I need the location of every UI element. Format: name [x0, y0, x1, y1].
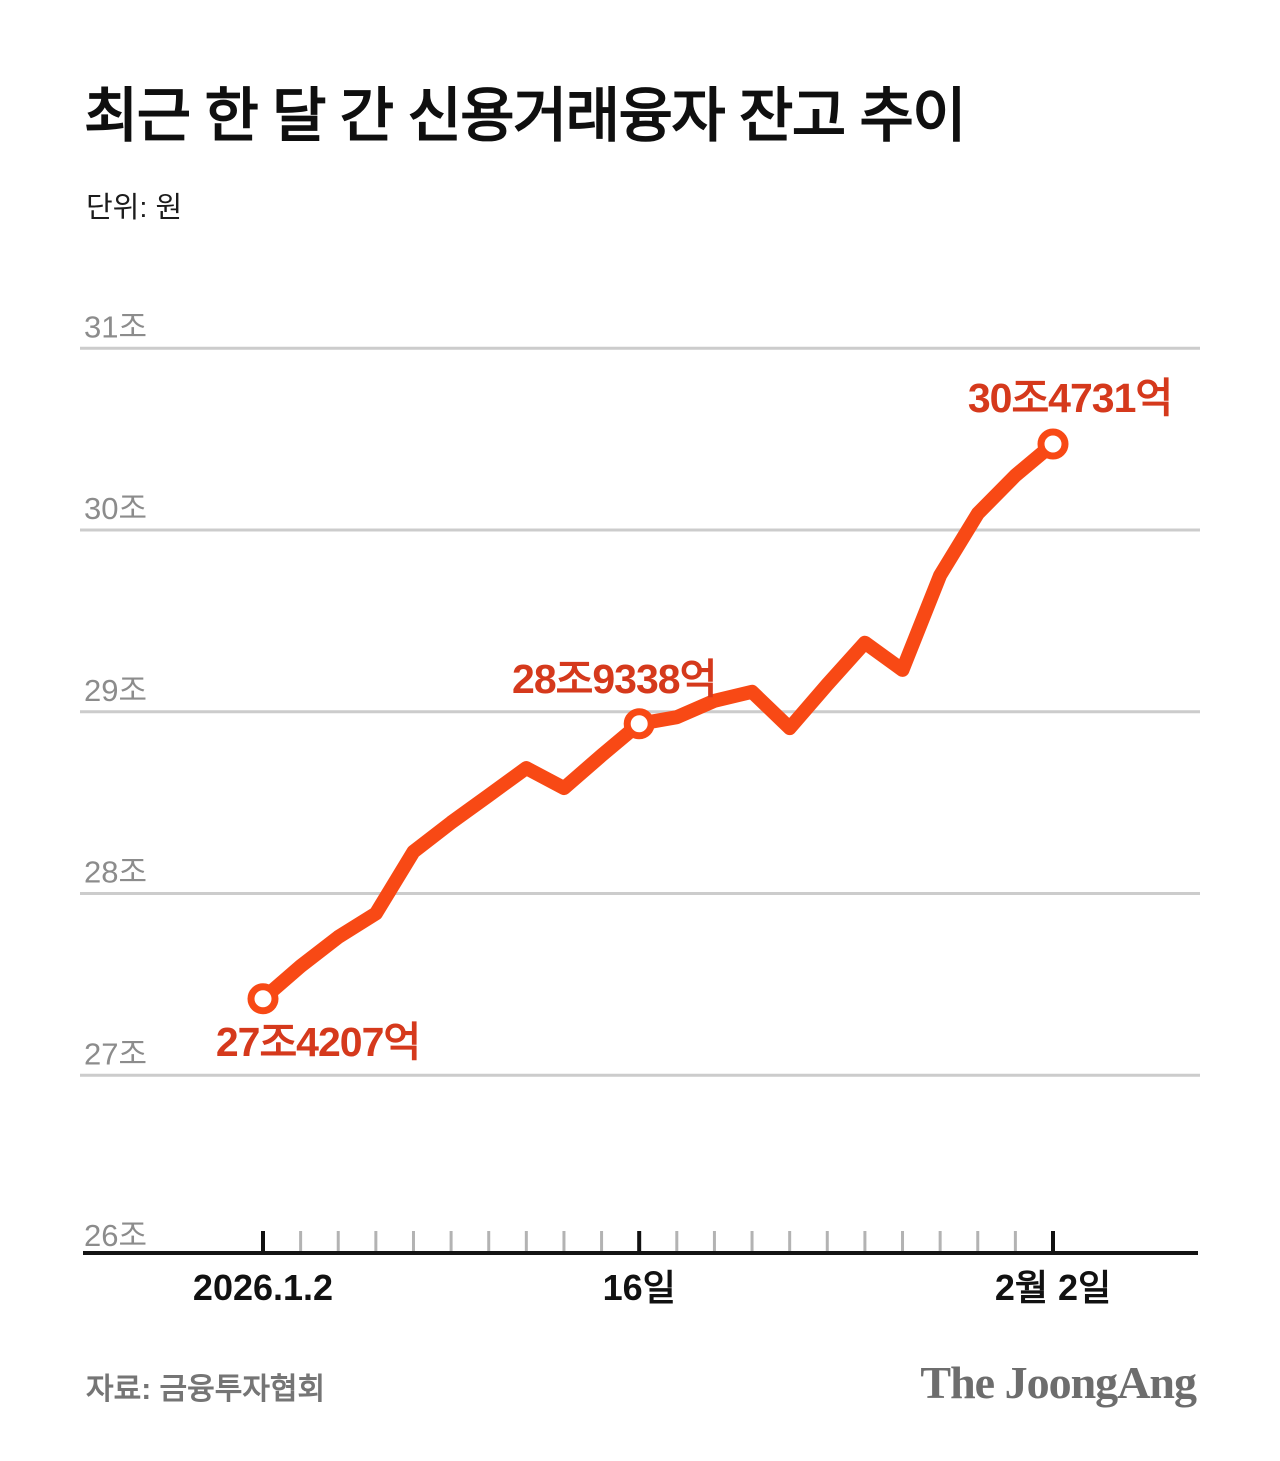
y-tick-label: 28조	[84, 855, 147, 890]
trend-line	[258, 438, 1058, 1005]
data-point-marker	[247, 983, 279, 1015]
data-point-label: 30조4731억	[968, 375, 1172, 421]
x-tick-label: 2월 2일	[995, 1267, 1111, 1308]
x-tick-label: 16일	[603, 1267, 676, 1308]
y-tick-label: 30조	[84, 491, 147, 526]
data-point-marker	[1037, 428, 1069, 460]
brand-logo: The JoongAng	[920, 1357, 1197, 1408]
unit-label: 단위: 원	[86, 192, 183, 224]
y-tick-label: 27조	[84, 1036, 147, 1071]
data-point-marker	[623, 708, 655, 740]
chart-title: 최근 한 달 간 신용거래융자 잔고 추이	[84, 83, 967, 149]
data-point-label: 27조4207억	[216, 1019, 420, 1065]
source-label: 자료: 금융투자협회	[86, 1373, 326, 1406]
data-point-label: 28조9338억	[512, 656, 716, 702]
x-tick-label: 2026.1.2	[193, 1267, 333, 1308]
y-tick-label: 31조	[84, 309, 147, 344]
y-tick-label: 26조	[84, 1218, 147, 1253]
y-tick-label: 29조	[84, 673, 147, 708]
